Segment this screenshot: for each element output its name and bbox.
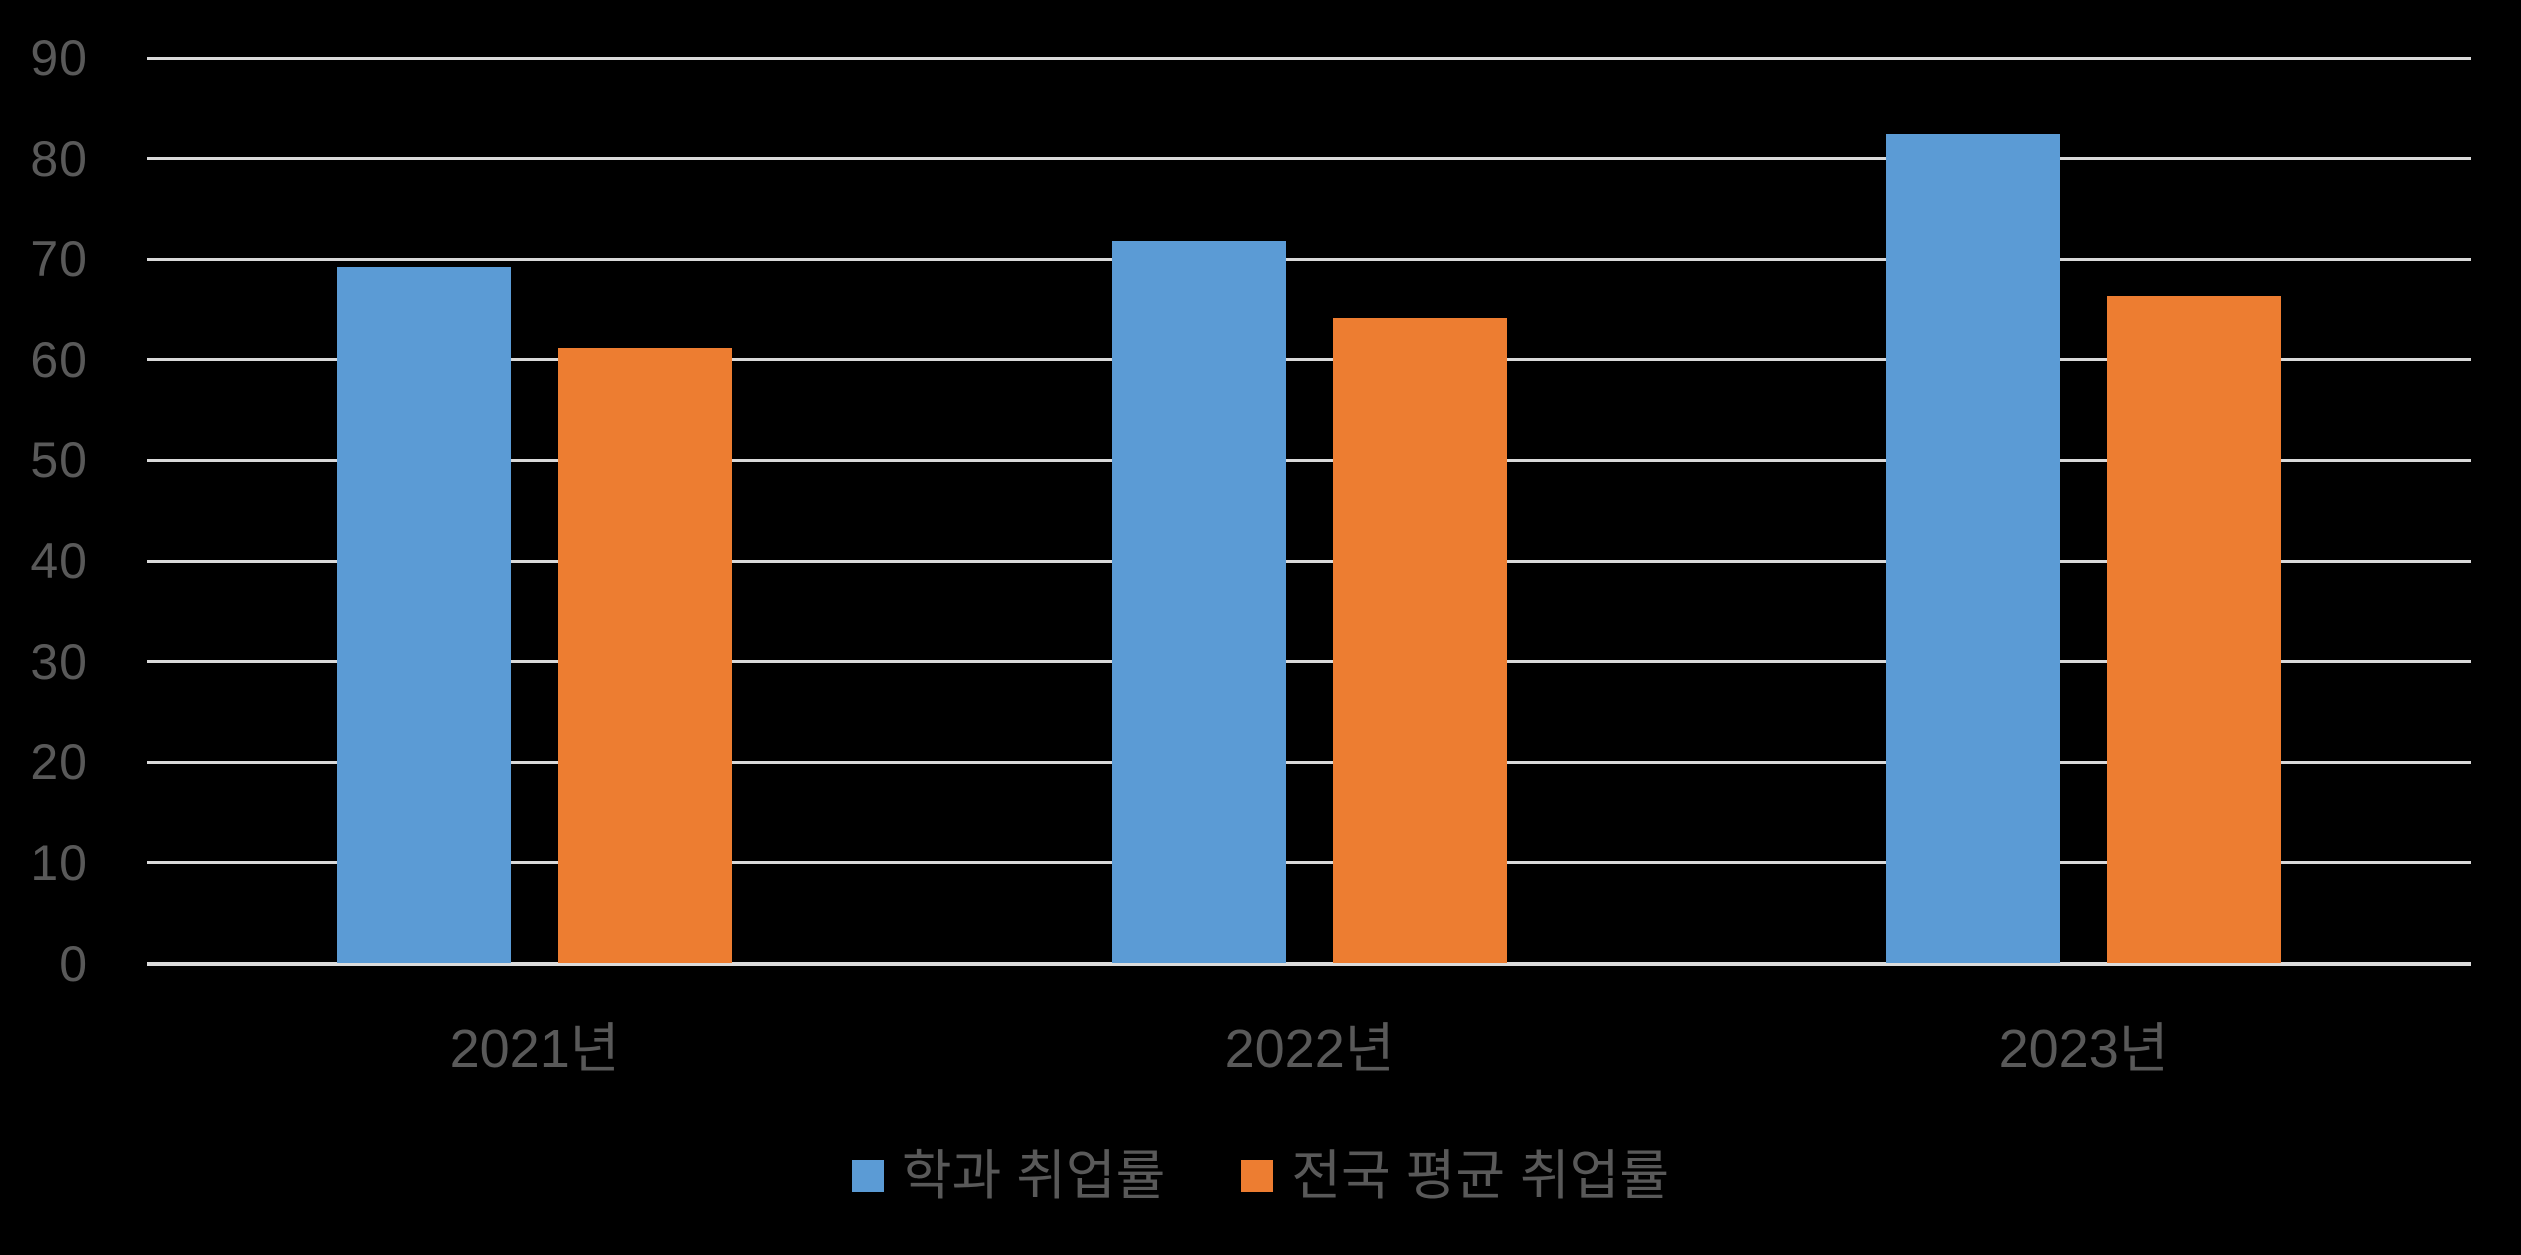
gridline — [147, 358, 2471, 362]
y-axis-tick-label: 40 — [30, 533, 88, 590]
y-axis-tick-label: 20 — [30, 734, 88, 791]
gridline — [147, 760, 2471, 764]
y-axis-tick-label: 60 — [30, 331, 88, 388]
legend-color-swatch-icon — [851, 1160, 884, 1192]
y-axis-tick-label: 90 — [30, 30, 88, 86]
bar-series1-cat1 — [337, 267, 511, 964]
y-axis-tick-label: 30 — [30, 633, 88, 690]
x-axis-category-label: 2023년 — [1998, 1019, 2169, 1079]
y-axis-tick-label: 50 — [30, 432, 88, 489]
gridline — [147, 861, 2471, 865]
x-axis-category-label: 2021년 — [449, 1019, 620, 1079]
gridline — [147, 257, 2471, 261]
bar-series2-cat3 — [2107, 296, 2281, 964]
x-axis-category-label: 2022년 — [1224, 1019, 1395, 1079]
gridline — [147, 660, 2471, 664]
y-axis-tick-label: 0 — [59, 935, 88, 992]
legend-color-swatch-icon — [1241, 1160, 1274, 1192]
y-axis-tick-label: 80 — [30, 130, 88, 187]
chart-legend: 학과 취업률 전국 평균 취업률 — [0, 1140, 2521, 1212]
bar-series2-cat2 — [1333, 317, 1507, 964]
bar-series1-cat3 — [1886, 134, 2060, 964]
gridline — [147, 157, 2471, 161]
legend-item-series1: 학과 취업률 — [851, 1146, 1166, 1206]
gridline — [147, 56, 2471, 60]
legend-item-label: 학과 취업률 — [901, 1146, 1166, 1206]
bar-series1-cat2 — [1112, 241, 1286, 964]
bar-series2-cat1 — [558, 347, 732, 964]
gridline — [147, 559, 2471, 563]
legend-item-series2: 전국 평균 취업률 — [1241, 1149, 1669, 1203]
legend-item-label: 전국 평균 취업률 — [1291, 1146, 1670, 1206]
x-axis-baseline — [147, 962, 2471, 966]
y-axis-tick-label: 70 — [30, 231, 88, 288]
gridline — [147, 458, 2471, 462]
y-axis-tick-label: 10 — [30, 834, 88, 891]
